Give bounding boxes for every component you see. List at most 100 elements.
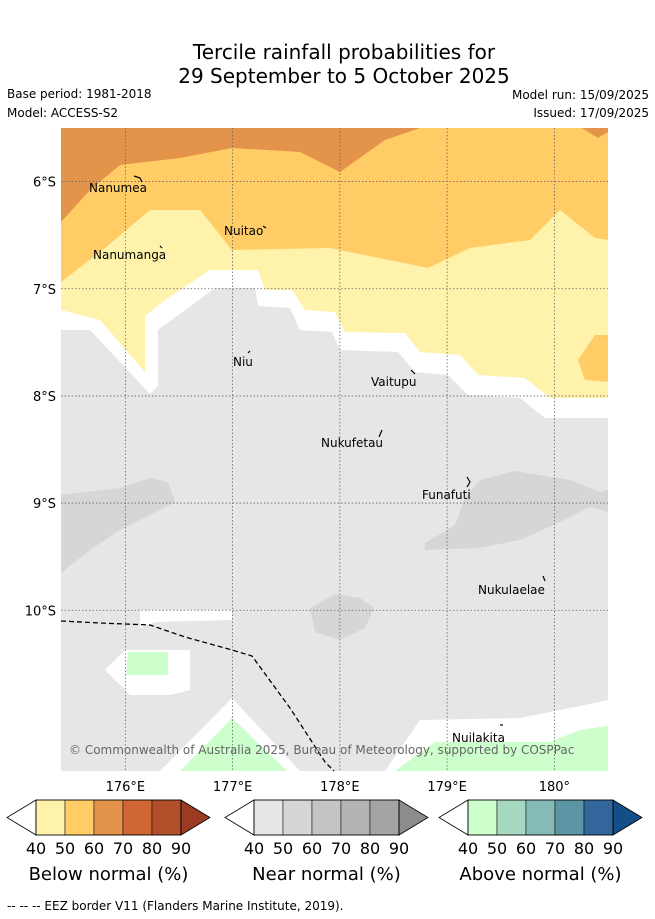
model-name: Model: ACCESS-S2 — [7, 106, 119, 120]
colorbar-segment — [122, 799, 153, 836]
island-markers — [133, 175, 546, 726]
chart-title-line1: Tercile rainfall probabilities for — [192, 40, 496, 64]
colorbar-segment — [525, 799, 556, 836]
colorbar-tick-label: 80 — [142, 839, 162, 858]
colorbar-tick-label: 60 — [302, 839, 322, 858]
island-nuitao-mark — [262, 225, 267, 229]
colorbar-extend-high — [612, 799, 643, 836]
below-normal-50-region — [61, 128, 608, 282]
colorbar-tick-label: 90 — [171, 839, 191, 858]
island-funafuti-mark — [466, 476, 471, 488]
colorbar-tick-label: 50 — [55, 839, 75, 858]
colorbar-tick-label: 70 — [545, 839, 565, 858]
y-tick-label: 6°S — [33, 176, 56, 191]
place-label: Funafuti — [422, 488, 471, 502]
x-axis: 176°E 177°E 178°E 179°E 180° — [106, 780, 570, 795]
colorbar-segment — [467, 799, 498, 836]
x-tick-label: 178°E — [320, 780, 360, 795]
y-tick-label: 7°S — [33, 283, 56, 298]
place-label: Niu — [233, 355, 253, 369]
place-labels: Nanumea Nanumanga Nuitao Niu Vaitupu Nukufeta… — [89, 181, 545, 745]
colorbar: 40 50 60 70 80 90 Above normal (%) — [438, 799, 643, 885]
colorbar-segment — [311, 799, 342, 836]
island-vaitupu-mark — [410, 369, 416, 375]
x-tick-label: 179°E — [427, 780, 467, 795]
colorbar-extend-low — [6, 799, 37, 836]
colorbar-tick-label: 60 — [84, 839, 104, 858]
base-period: Base period: 1981-2018 — [7, 87, 152, 101]
place-label: Vaitupu — [371, 375, 417, 389]
colorbar-outline — [467, 799, 614, 836]
colorbar-tick-label: 70 — [113, 839, 133, 858]
colorbar-tick-label: 50 — [273, 839, 293, 858]
colorbar-tick-label: 80 — [360, 839, 380, 858]
colorbar-title: Below normal (%) — [29, 864, 189, 885]
island-niu-mark — [247, 350, 251, 354]
island-nukulaelae-mark — [542, 575, 546, 582]
y-tick-label: 9°S — [33, 497, 56, 512]
x-tick-label: 177°E — [213, 780, 253, 795]
colorbar-segment — [340, 799, 371, 836]
place-label: Nuitao — [224, 224, 263, 238]
colorbar-outline — [253, 799, 400, 836]
colorbar: 40 50 60 70 80 90 Near normal (%) — [224, 799, 429, 885]
colorbar-tick-label: 90 — [603, 839, 623, 858]
model-run: Model run: 15/09/2025 — [511, 88, 649, 102]
colorbar-segment — [93, 799, 124, 836]
colorbar: 40 50 60 70 80 90 Below normal (%) — [6, 799, 211, 885]
colorbar-extend-low — [438, 799, 469, 836]
colorbar-tick-label: 40 — [244, 839, 264, 858]
island-nanumanga-mark — [159, 245, 163, 249]
white-buffer-south-1 — [140, 610, 232, 628]
y-axis: 6°S 7°S 8°S 9°S 10°S — [25, 176, 56, 620]
near-normal-50-region-west — [61, 478, 175, 573]
colorbar-segment — [35, 799, 66, 836]
below-normal-60-region — [61, 128, 608, 222]
colorbar-segment — [253, 799, 284, 836]
above-normal-40-region-east — [395, 726, 608, 771]
y-tick-label: 8°S — [33, 390, 56, 405]
colorbar-extend-low — [224, 799, 255, 836]
above-normal-40-region-south — [180, 718, 287, 771]
colorbar-segment — [369, 799, 400, 836]
issued-date: Issued: 17/09/2025 — [533, 106, 649, 120]
y-tick-label: 10°S — [25, 604, 56, 619]
colorbar-tick-label: 40 — [458, 839, 478, 858]
place-label: Nukulaelae — [478, 583, 545, 597]
place-label: Nanumea — [89, 181, 147, 195]
colorbar-segment — [151, 799, 182, 836]
colorbar-segment — [583, 799, 614, 836]
colorbar-segment — [496, 799, 527, 836]
colorbar-extend-high — [398, 799, 429, 836]
colorbar-outline — [35, 799, 182, 836]
island-nanumea-mark — [133, 175, 143, 183]
colorbar-tick-label: 50 — [487, 839, 507, 858]
colorbar-extend-high — [180, 799, 211, 836]
near-normal-50-region-central — [310, 594, 374, 640]
x-tick-label: 176°E — [106, 780, 146, 795]
place-label: Nukufetau — [321, 436, 383, 450]
colorbar-title: Near normal (%) — [252, 864, 401, 885]
chart-title: Tercile rainfall probabilities for 29 Se… — [0, 40, 655, 88]
island-nukufetau-mark — [378, 429, 383, 438]
colorbar-tick-label: 40 — [26, 839, 46, 858]
below-normal-50-region-east — [578, 335, 608, 382]
colorbar-segment — [64, 799, 95, 836]
colorbar-title: Above normal (%) — [459, 864, 621, 885]
copyright-text: © Commonwealth of Australia 2025, Bureau… — [69, 743, 574, 757]
eez-legend: -- -- -- EEZ border V11 (Flanders Marine… — [7, 899, 344, 913]
colorbar-tick-label: 80 — [574, 839, 594, 858]
colorbar-segment — [282, 799, 313, 836]
near-normal-50-region-east — [425, 471, 608, 550]
above-normal-40-region-west — [126, 652, 168, 675]
colorbars: 40 50 60 70 80 90 Below normal (%) 40 50 60 70 80 90… — [6, 799, 643, 885]
colorbar-segment — [554, 799, 585, 836]
x-tick-label: 180° — [539, 780, 570, 795]
chart-title-line2: 29 September to 5 October 2025 — [178, 64, 510, 88]
place-label: Nuilakita — [452, 731, 505, 745]
grid-lines — [61, 128, 608, 771]
place-label: Nanumanga — [93, 248, 166, 262]
colorbar-tick-label: 60 — [516, 839, 536, 858]
probability-regions — [61, 128, 608, 771]
